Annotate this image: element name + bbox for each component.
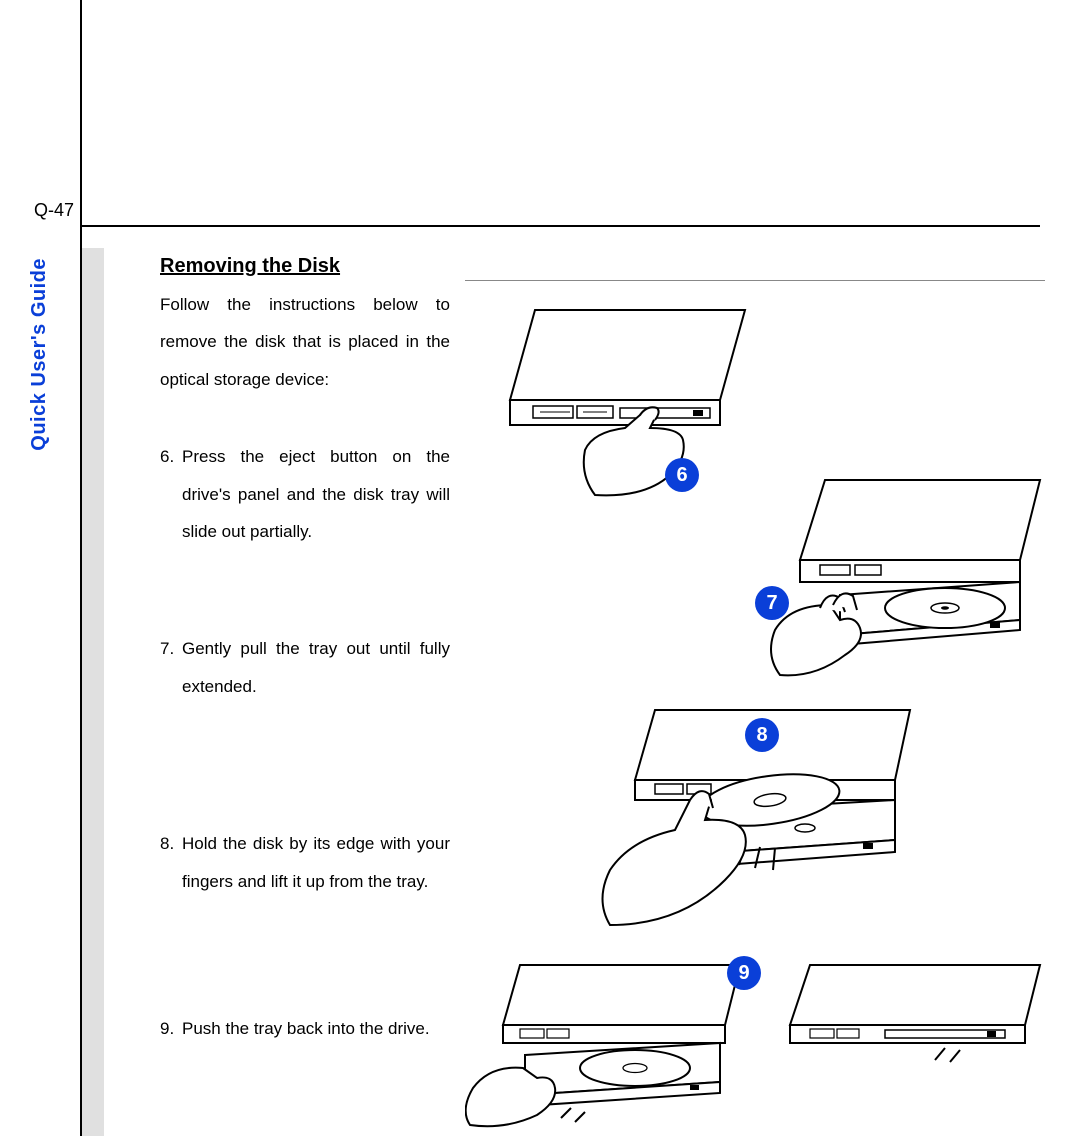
step-badge-9: 9 (727, 956, 761, 990)
step-8: 8. Hold the disk by its edge with your f… (182, 825, 450, 900)
intro-paragraph: Follow the instructions below to remove … (160, 286, 450, 398)
step-6-number: 6. (160, 438, 174, 475)
illustration-step-7 (745, 470, 1045, 680)
sidebar-band (82, 248, 104, 1136)
section-heading: Removing the Disk (160, 255, 450, 278)
step-7-text: Gently pull the tray out until fully ext… (182, 639, 450, 695)
step-6: 6. Press the eject button on the drive's… (182, 438, 450, 550)
figure-top-rule (465, 280, 1045, 281)
step-7: 7. Gently pull the tray out until fully … (182, 630, 450, 705)
illustration-step-6 (475, 300, 755, 500)
step-badge-8: 8 (745, 718, 779, 752)
manual-page: Q-47 Quick User's Guide Removing the Dis… (0, 0, 1068, 1136)
step-8-number: 8. (160, 825, 174, 862)
sidebar-section-label-text: Quick User's Guide (28, 258, 51, 451)
step-list: 6. Press the eject button on the drive's… (160, 438, 450, 1047)
step-7-number: 7. (160, 630, 174, 667)
figure-area: 6 7 8 9 (465, 280, 1055, 1130)
step-badge-6: 6 (665, 458, 699, 492)
header-rule (80, 225, 1040, 227)
step-9-number: 9. (160, 1010, 174, 1047)
step-9-text: Push the tray back into the drive. (182, 1019, 430, 1038)
sidebar-section-label: Quick User's Guide (0, 258, 78, 558)
step-6-text: Press the eject button on the drive's pa… (182, 447, 450, 541)
step-9: 9. Push the tray back into the drive. (182, 1010, 450, 1047)
step-8-text: Hold the disk by its edge with your fing… (182, 834, 450, 890)
page-number: Q-47 (0, 200, 74, 221)
content-column: Removing the Disk Follow the instruction… (160, 255, 450, 1047)
step-badge-7: 7 (755, 586, 789, 620)
